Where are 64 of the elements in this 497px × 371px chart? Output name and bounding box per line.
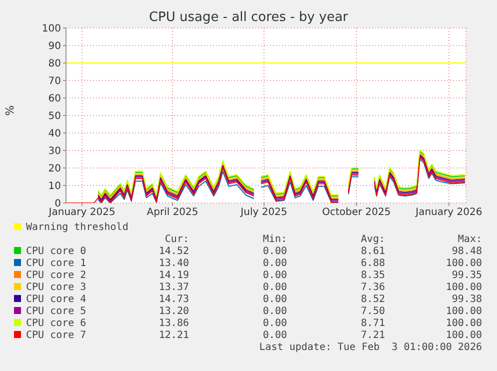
text: 0.00 [262, 246, 287, 257]
text: 6.88 [360, 258, 385, 269]
text: 100.00 [446, 330, 482, 341]
text: 0.00 [262, 306, 287, 317]
x-tick-label: October 2025 [322, 207, 391, 218]
legend-label: CPU core 4 [25, 294, 86, 305]
y-axis-title: % [4, 104, 16, 116]
text: 0.00 [262, 330, 287, 341]
text: 7.36 [360, 282, 385, 293]
text: 100.00 [446, 282, 482, 293]
y-tick-label: 30 [48, 146, 61, 158]
text: 99.38 [452, 294, 482, 305]
text: 99.35 [452, 270, 482, 281]
text: 7.21 [360, 330, 385, 341]
text: 7.50 [360, 306, 385, 317]
text: 14.73 [158, 294, 189, 305]
text: 100.00 [446, 258, 482, 269]
text: 100.00 [446, 318, 482, 329]
text: Min: [262, 234, 287, 245]
legend-label: CPU core 1 [25, 258, 86, 269]
text: 14.19 [158, 270, 189, 281]
x-tick-label: January 2026 [414, 207, 482, 218]
text: 0.00 [262, 258, 287, 269]
y-tick-label: 60 [48, 94, 61, 105]
text: 0.00 [262, 270, 287, 281]
y-tick-label: 10 [48, 181, 61, 192]
text: Last update: Tue Feb 3 01:00:00 2026 [259, 342, 482, 353]
legend-label: CPU core 2 [25, 270, 86, 281]
text: Cur: [164, 234, 189, 245]
legend-label: CPU core 3 [25, 282, 86, 293]
text: 13.20 [158, 306, 189, 317]
y-tick-label: 70 [48, 76, 61, 88]
y-tick-label: 0 [54, 198, 61, 210]
x-tick-label: July 2025 [240, 207, 288, 218]
legend-label: CPU core 7 [25, 330, 86, 341]
y-tick-label: 80 [48, 58, 61, 70]
legend-label: CPU core 5 [25, 306, 86, 317]
text: 0.00 [262, 294, 287, 305]
chart-title: CPU usage - all cores - by year [148, 10, 350, 25]
y-tick-label: 20 [48, 164, 61, 175]
y-tick-label: 50 [48, 111, 61, 122]
text: 0.00 [262, 318, 287, 329]
text: 100.00 [446, 306, 482, 317]
legend-label: Warning threshold [25, 222, 128, 233]
text: 13.86 [158, 318, 189, 329]
text: 13.40 [158, 258, 189, 269]
text: 8.71 [360, 318, 385, 329]
y-tick-label: 90 [48, 41, 61, 52]
legend-label: CPU core 0 [25, 246, 86, 257]
text: 8.61 [360, 246, 385, 257]
text: 98.48 [452, 246, 482, 257]
x-tick-label: April 2025 [146, 207, 198, 218]
y-tick-label: 100 [42, 24, 61, 35]
x-tick-label: January 2025 [48, 207, 116, 218]
legend-label: CPU core 6 [25, 318, 86, 329]
text: 13.37 [158, 282, 189, 293]
text: 8.35 [360, 270, 385, 281]
text: Max: [458, 234, 482, 245]
y-tick-label: 40 [48, 128, 61, 140]
text: Avg: [360, 234, 385, 245]
text: 0.00 [262, 282, 287, 293]
text: 14.52 [158, 246, 189, 257]
text: 8.52 [360, 294, 385, 305]
text: 12.21 [158, 330, 189, 341]
